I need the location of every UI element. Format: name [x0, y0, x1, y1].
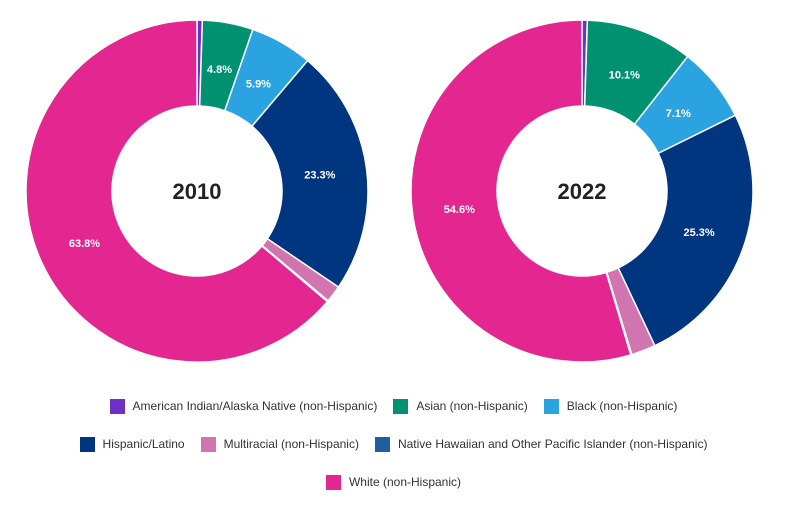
- legend-swatch: [79, 436, 95, 452]
- data-label-asian: 10.1%: [609, 69, 640, 81]
- slice-white[interactable]: [25, 19, 329, 363]
- legend-label: Hispanic/Latino: [102, 437, 185, 451]
- legend-item-black[interactable]: Black (non-Hispanic): [543, 398, 678, 414]
- donut-charts: 4.8% 5.9% 23.3% 63.8% 2010 10.1% 7.1% 25.3% 54.6…: [25, 19, 754, 363]
- slice-white[interactable]: [410, 19, 632, 363]
- legend-item-native-hawaiian[interactable]: Native Hawaiian and Other Pacific Island…: [374, 436, 708, 452]
- legend-swatch: [325, 474, 341, 490]
- data-label-black: 7.1%: [666, 108, 691, 120]
- legend-label: Multiracial (non-Hispanic): [223, 437, 359, 451]
- legend-swatch: [543, 398, 559, 414]
- chart-title: 2022: [558, 179, 607, 204]
- slice-hispanic-latino[interactable]: [617, 114, 754, 347]
- legend-item-hispanic-latino[interactable]: Hispanic/Latino: [79, 436, 185, 452]
- chart-title: 2010: [173, 179, 222, 204]
- data-label-hispanic-latino: 23.3%: [304, 169, 335, 181]
- data-label-hispanic-latino: 25.3%: [683, 227, 714, 239]
- legend-swatch: [374, 436, 390, 452]
- legend-label: Black (non-Hispanic): [566, 399, 678, 413]
- legend: American Indian/Alaska Native (non-Hispa…: [0, 396, 787, 510]
- legend-item-asian[interactable]: Asian (non-Hispanic): [393, 398, 528, 414]
- legend-swatch: [200, 436, 216, 452]
- data-label-white: 63.8%: [69, 238, 100, 250]
- data-label-asian: 4.8%: [207, 64, 232, 76]
- legend-swatch: [109, 398, 125, 414]
- legend-row: American Indian/Alaska Native (non-Hispa…: [0, 396, 787, 416]
- legend-row: White (non-Hispanic): [0, 472, 787, 492]
- legend-label: White (non-Hispanic): [348, 475, 462, 489]
- legend-label: Asian (non-Hispanic): [416, 399, 528, 413]
- donut-chart-2010: 4.8% 5.9% 23.3% 63.8% 2010: [25, 19, 369, 363]
- legend-swatch: [393, 398, 409, 414]
- donut-chart-2022: 10.1% 7.1% 25.3% 54.6% 2022: [410, 19, 754, 363]
- legend-label: Native Hawaiian and Other Pacific Island…: [397, 437, 708, 451]
- legend-item-american-indian[interactable]: American Indian/Alaska Native (non-Hispa…: [109, 398, 378, 414]
- legend-row: Hispanic/Latino Multiracial (non-Hispani…: [0, 434, 787, 454]
- data-label-white: 54.6%: [444, 204, 475, 216]
- data-label-black: 5.9%: [246, 78, 271, 90]
- slice-hispanic-latino[interactable]: [250, 59, 369, 289]
- legend-item-white[interactable]: White (non-Hispanic): [325, 474, 462, 490]
- legend-label: American Indian/Alaska Native (non-Hispa…: [132, 399, 378, 413]
- legend-item-multiracial[interactable]: Multiracial (non-Hispanic): [200, 436, 359, 452]
